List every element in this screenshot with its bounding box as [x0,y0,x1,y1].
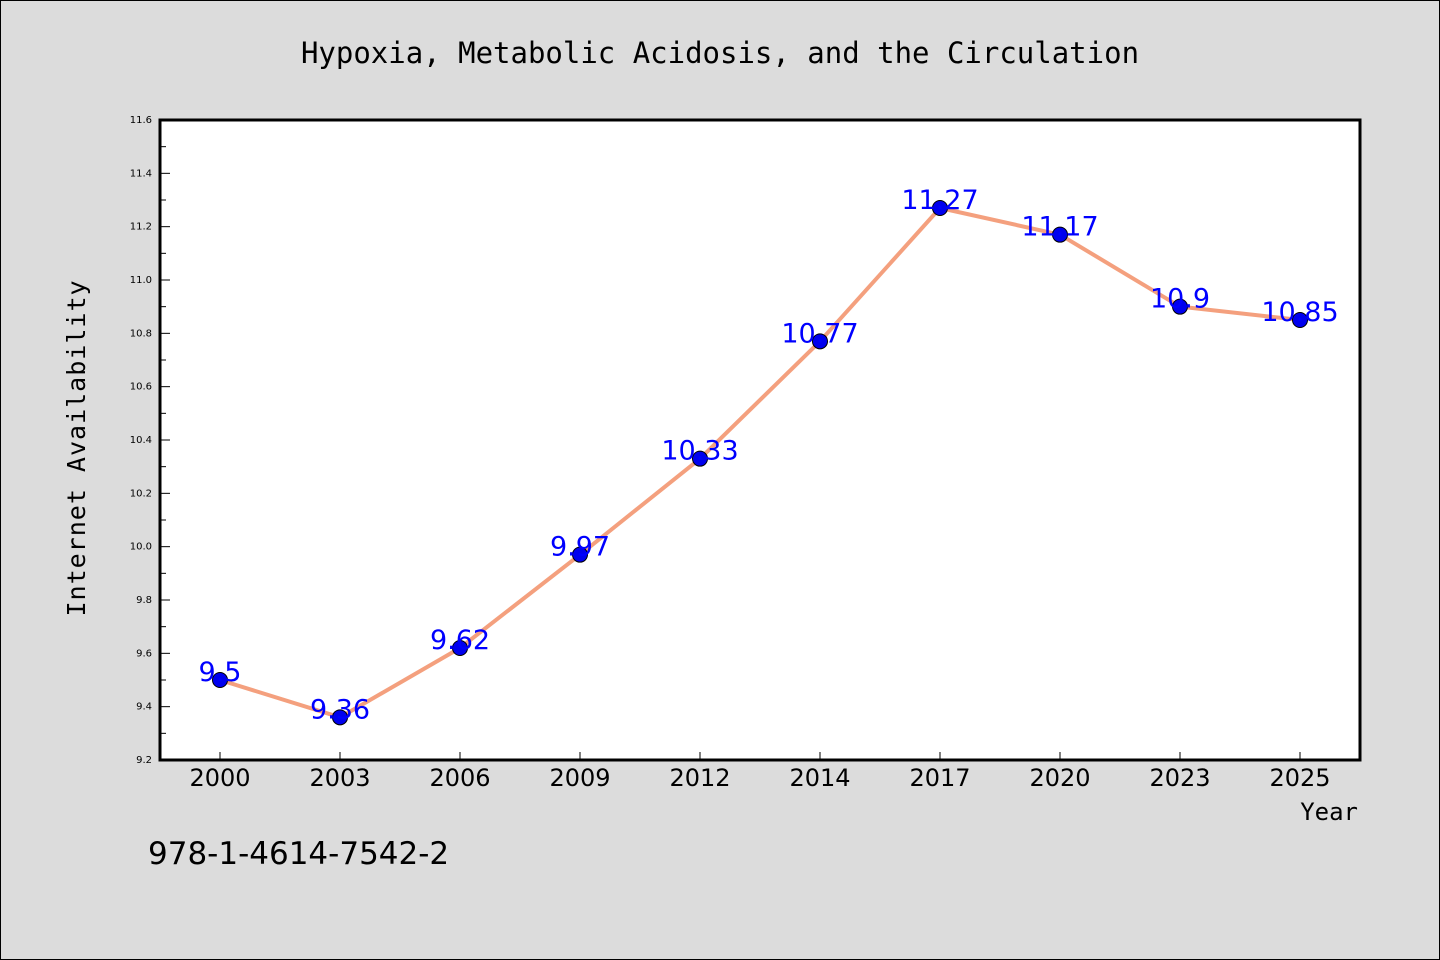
x-tick-label: 2017 [909,764,970,792]
data-label: 9.5 [199,657,242,688]
data-point [692,450,708,467]
y-tick-label: 9.6 [136,648,152,659]
y-tick-label: 10.6 [130,382,152,393]
data-point [332,709,348,726]
y-tick-label: 9.4 [136,702,152,713]
y-tick-label: 11.2 [130,222,152,233]
data-label: 9.36 [310,694,370,725]
x-axis-label: Year [1300,798,1358,826]
x-tick-label: 2020 [1029,764,1090,792]
data-point [1172,298,1188,315]
series-polyline [218,206,1302,720]
x-tick-label: 2000 [189,764,250,792]
y-tick-label: 11.6 [130,115,152,126]
data-label: 9.62 [430,625,490,656]
y-tick-label: 11.0 [130,275,152,286]
x-tick-label: 2006 [429,764,490,792]
y-tick-label: 9.2 [136,755,152,766]
series-markers [212,200,1308,726]
data-label: 10.85 [1261,297,1338,328]
y-axis: 9.2 9.4 9.6 9.8 10.0 10.2 10.4 10.6 10.8 11.0 11.2… [130,115,170,766]
data-label: 10.33 [661,436,738,467]
y-tick-label: 10.2 [130,488,152,499]
x-tick-label: 2025 [1269,764,1330,792]
x-tick-label: 2012 [669,764,730,792]
y-tick-label: 10.0 [130,542,152,553]
data-point [452,640,468,656]
data-point [212,672,228,688]
data-label: 11.27 [901,185,978,216]
y-axis-label: Internet Availability [62,279,91,616]
data-label: 11.17 [1021,212,1098,243]
y-tick-label: 11.4 [130,168,152,179]
x-tick-label: 2014 [789,764,850,792]
data-label: 10.77 [781,318,858,349]
x-tick-label: 2003 [309,764,370,792]
chart-title: Hypoxia, Metabolic Acidosis, and the Cir… [301,36,1139,70]
data-point [932,200,948,216]
data-labels: 9.5 9.36 9.62 9.97 10.33 10.77 11.27 11.17 10.9 1… [199,185,1339,725]
y-tick-label: 10.4 [130,435,152,446]
data-label: 10.9 [1150,284,1210,315]
x-axis: 2000 2003 2006 2009 2012 2014 2017 2020 2023 2025 [189,752,1331,792]
y-tick-label: 9.8 [136,595,152,606]
data-label: 9.97 [550,532,610,563]
data-point [1052,226,1068,243]
y-tick-label: 10.8 [130,328,152,339]
footer-isbn: 978-1-4614-7542-2 [148,836,449,872]
data-point [812,333,828,350]
data-point [572,546,588,563]
series-line [218,206,1302,720]
data-point [1292,312,1308,328]
x-tick-label: 2023 [1149,764,1210,792]
plot-area [158,118,1362,762]
x-tick-label: 2009 [549,764,610,792]
